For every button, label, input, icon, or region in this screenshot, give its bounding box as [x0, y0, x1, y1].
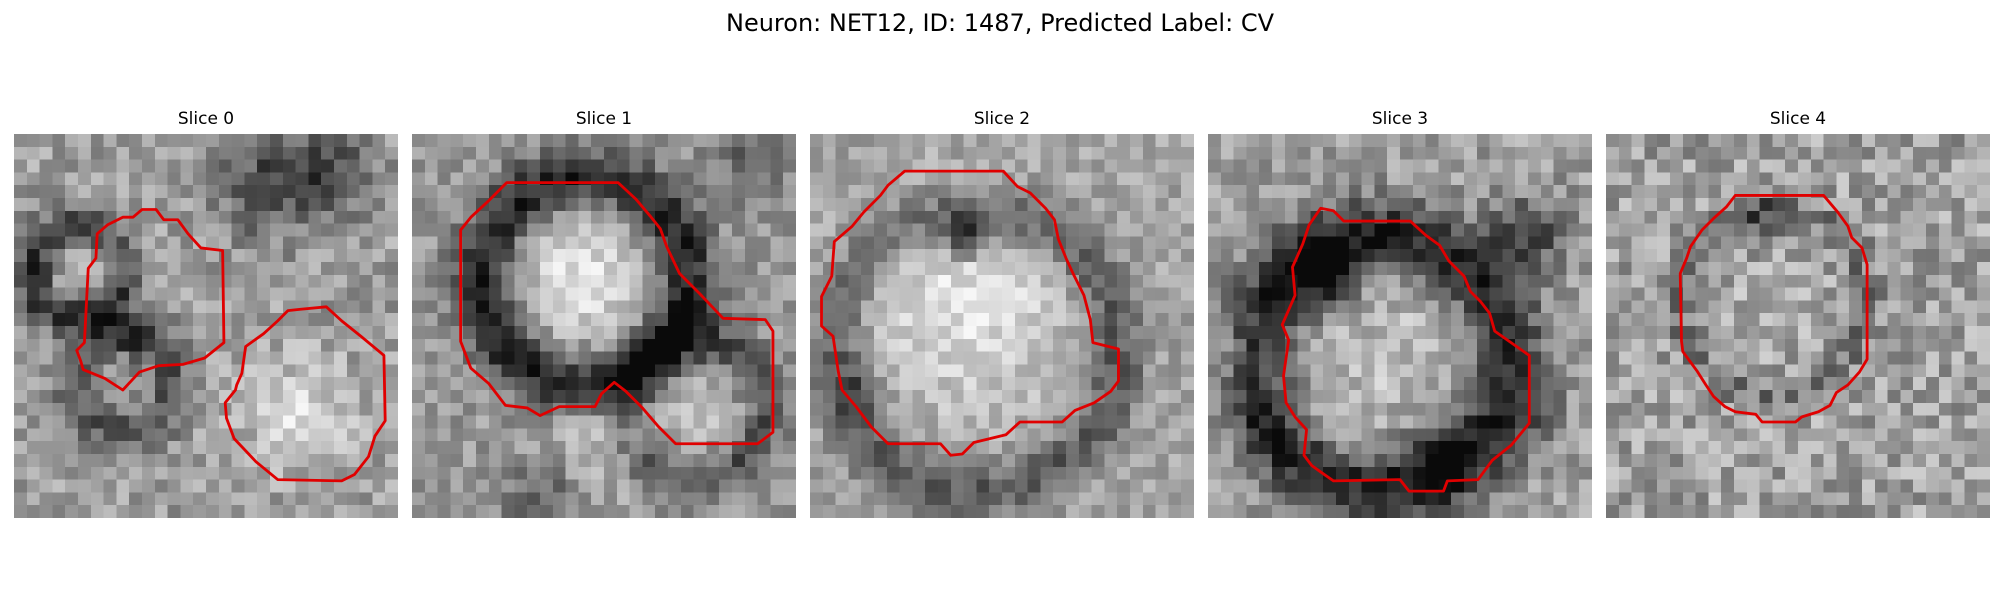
slice-image-4: [1606, 134, 1990, 518]
slice-title-2: Slice 2: [973, 109, 1031, 129]
slice-panel-1: Slice 1: [412, 106, 796, 518]
slice-panel-0: Slice 0: [14, 106, 398, 518]
slice-image-1: [412, 134, 796, 518]
figure-title: Neuron: NET12, ID: 1487, Predicted Label…: [726, 9, 1274, 37]
slice-panel-3: Slice 3: [1208, 106, 1592, 518]
slice-title-3: Slice 3: [1371, 109, 1429, 129]
contour-outline-0-0: [75, 208, 226, 392]
slice-title-0: Slice 0: [177, 109, 235, 129]
slice-title-1: Slice 1: [575, 109, 633, 129]
contour-outline-2-0: [820, 169, 1120, 457]
slice-panel-4: Slice 4: [1606, 106, 1990, 518]
contour-outline-1-0: [459, 181, 775, 446]
slice-panel-2: Slice 2: [810, 106, 1194, 518]
contour-outline-4-0: [1678, 194, 1869, 424]
slice-image-3: [1208, 134, 1592, 518]
contour-outline-3-0: [1280, 206, 1531, 493]
slice-title-4: Slice 4: [1769, 109, 1827, 129]
slice-image-2: [810, 134, 1194, 518]
contour-outline-0-1: [223, 305, 387, 483]
slice-image-0: [14, 134, 398, 518]
